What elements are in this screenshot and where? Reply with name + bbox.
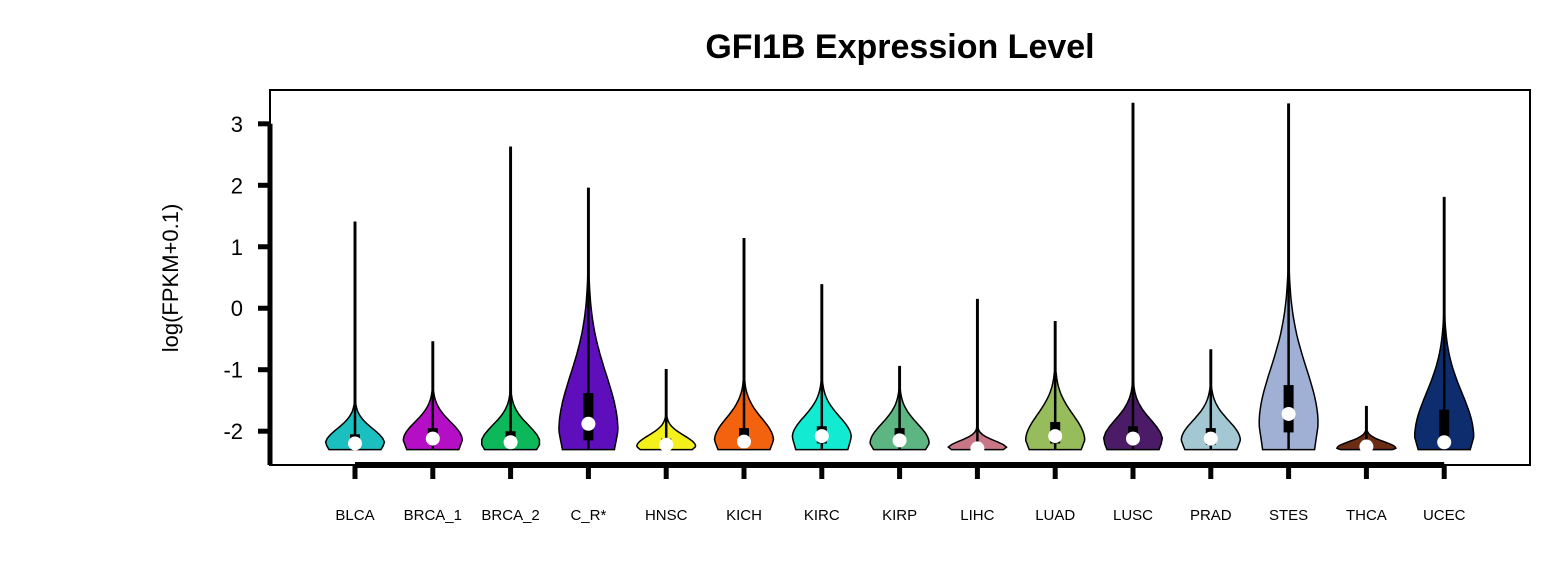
median-point <box>1359 439 1374 454</box>
violin-prad <box>1180 349 1242 451</box>
x-tick-label: KICH <box>726 507 762 524</box>
y-axis: -2 -1 0 1 2 3 <box>223 112 273 465</box>
median-point <box>581 416 596 431</box>
median-point <box>814 429 829 444</box>
median-point <box>1048 429 1063 444</box>
x-axis: BLCA BRCA_1 BRCA_2 C_R* HNSC KICH KIRC KIRP LIHC… <box>335 462 1466 524</box>
x-tick-label: LIHC <box>960 507 994 524</box>
violin-blca <box>324 221 386 451</box>
violin-ucec <box>1413 196 1475 451</box>
y-axis-label: log(FPKM+0.1) <box>158 204 183 353</box>
violin-kirc <box>791 284 852 451</box>
violins <box>324 102 1475 456</box>
x-tick-label: BRCA_1 <box>404 507 462 524</box>
violin-c-r- <box>558 187 619 451</box>
violin-thca <box>1335 405 1397 454</box>
y-tick-label: 2 <box>231 173 243 198</box>
violin-brca-2 <box>480 146 541 451</box>
x-tick-label: HNSC <box>645 507 688 524</box>
x-tick-label: BLCA <box>335 507 374 524</box>
y-tick-label: -1 <box>223 358 243 383</box>
median-point <box>1126 431 1140 446</box>
y-tick-label: 1 <box>231 235 243 260</box>
x-tick-label: STES <box>1269 507 1308 524</box>
y-tick-label: 0 <box>231 296 243 321</box>
median-point <box>1437 435 1452 450</box>
x-tick-label: THCA <box>1346 507 1387 524</box>
median-point <box>348 436 362 451</box>
iqr-box <box>583 393 594 441</box>
y-tick-label: -2 <box>223 419 243 444</box>
median-point <box>503 435 518 450</box>
iqr-box <box>1439 409 1450 447</box>
median-point <box>1203 431 1218 446</box>
violin-luad <box>1024 321 1086 451</box>
violin-lusc <box>1102 102 1164 451</box>
violin-brca-1 <box>402 341 463 451</box>
violin-lihc <box>947 298 1008 456</box>
x-tick-label: KIRC <box>804 507 840 524</box>
median-point <box>425 431 440 446</box>
x-tick-label: LUSC <box>1113 507 1153 524</box>
median-point <box>892 433 907 448</box>
median-point <box>737 434 751 449</box>
x-tick-label: BRCA_2 <box>481 507 539 524</box>
y-tick-label: 3 <box>231 112 243 137</box>
violin-hnsc <box>636 368 697 452</box>
x-tick-label: C_R* <box>570 507 606 524</box>
chart-title: GFI1B Expression Level <box>705 28 1094 66</box>
x-tick-label: LUAD <box>1035 507 1075 524</box>
median-point <box>970 441 985 456</box>
x-tick-label: UCEC <box>1423 507 1466 524</box>
x-tick-label: KIRP <box>882 507 917 524</box>
x-tick-label: PRAD <box>1190 507 1232 524</box>
median-point <box>659 437 674 452</box>
violin-kich <box>713 238 775 451</box>
violin-kirp <box>869 365 930 451</box>
violin-stes <box>1258 103 1319 451</box>
median-point <box>1281 406 1296 421</box>
